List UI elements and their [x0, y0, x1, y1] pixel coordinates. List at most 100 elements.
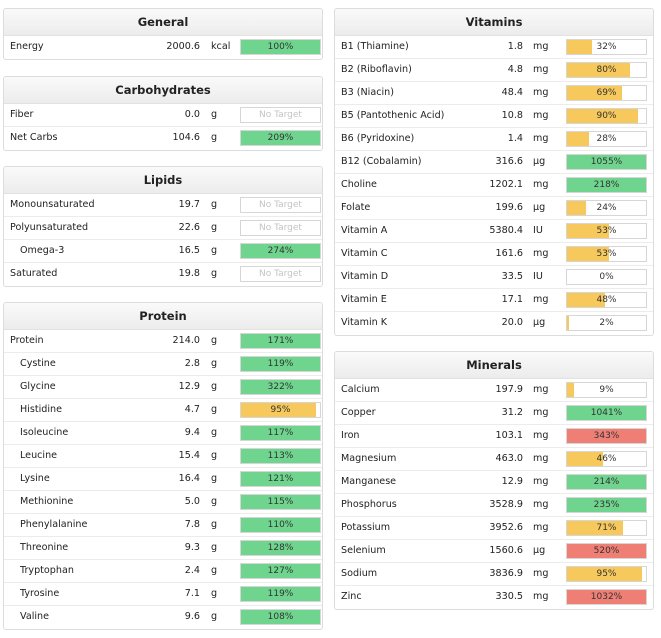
nutrient-row[interactable]: Fiber 0.0 g No Target: [4, 104, 322, 127]
nutrient-row[interactable]: Net Carbs 104.6 g 209%: [4, 127, 322, 150]
nutrient-row[interactable]: Sodium 3836.9 mg 95%: [335, 563, 653, 586]
nutrient-unit: µg: [533, 317, 546, 328]
nutrient-amount: 197.9: [495, 384, 523, 395]
nutrient-row[interactable]: Glycine 12.9 g 322%: [4, 376, 322, 399]
target-percent: 32%: [596, 42, 617, 52]
lipids-rows: Monounsaturated 19.7 g No Target Polyunsatur…: [4, 194, 322, 286]
target-progress-bar: 214%: [566, 474, 647, 490]
nutrient-name: B3 (Niacin): [341, 87, 394, 98]
nutrient-row[interactable]: Magnesium 463.0 mg 46%: [335, 448, 653, 471]
nutrient-name: Calcium: [341, 384, 380, 395]
nutrient-row[interactable]: Threonine 9.3 g 128%: [4, 537, 322, 560]
nutrient-name: Phosphorus: [341, 499, 397, 510]
nutrient-row[interactable]: Tyrosine 7.1 g 119%: [4, 583, 322, 606]
nutrient-row[interactable]: Vitamin C 161.6 mg 53%: [335, 243, 653, 266]
nutrient-row[interactable]: B5 (Pantothenic Acid) 10.8 mg 90%: [335, 105, 653, 128]
nutrient-amount: 33.5: [501, 271, 523, 282]
nutrient-row[interactable]: Vitamin K 20.0 µg 2%: [335, 312, 653, 335]
nutrient-name: Leucine: [20, 450, 58, 461]
vitamins-panel: Vitamins B1 (Thiamine) 1.8 mg 32% B2 (Ribofl…: [334, 8, 654, 336]
target-percent: 209%: [267, 133, 294, 143]
nutrient-row[interactable]: Zinc 330.5 mg 1032%: [335, 586, 653, 609]
minerals-panel: Minerals Calcium 197.9 mg 9% Copper 31.2 mg 104…: [334, 351, 654, 610]
nutrient-row[interactable]: Saturated 19.8 g No Target: [4, 263, 322, 286]
nutrient-amount: 2.4: [184, 565, 200, 576]
target-progress-fill: [567, 109, 639, 123]
target-progress-fill: [567, 201, 586, 215]
nutrient-row[interactable]: B6 (Pyridoxine) 1.4 mg 28%: [335, 128, 653, 151]
target-percent: 53%: [596, 249, 617, 259]
nutrient-row[interactable]: Manganese 12.9 mg 214%: [335, 471, 653, 494]
nutrient-amount: 17.1: [501, 294, 523, 305]
nutrient-row[interactable]: Selenium 1560.6 µg 520%: [335, 540, 653, 563]
nutrient-row[interactable]: Iron 103.1 mg 343%: [335, 425, 653, 448]
nutrient-amount: 19.7: [178, 199, 200, 210]
nutrient-row[interactable]: Methionine 5.0 g 115%: [4, 491, 322, 514]
nutrient-amount: 199.6: [495, 202, 523, 213]
nutrient-row[interactable]: Potassium 3952.6 mg 71%: [335, 517, 653, 540]
nutrient-unit: g: [211, 450, 218, 461]
nutrient-amount: 2000.6: [166, 41, 200, 52]
nutrient-row[interactable]: B2 (Riboflavin) 4.8 mg 80%: [335, 59, 653, 82]
nutrient-row[interactable]: Vitamin D 33.5 IU 0%: [335, 266, 653, 289]
nutrient-unit: IU: [533, 225, 543, 236]
nutrient-unit: g: [211, 588, 218, 599]
target-percent: 119%: [267, 359, 294, 369]
nutrient-row[interactable]: Leucine 15.4 g 113%: [4, 445, 322, 468]
target-percent: 121%: [267, 474, 294, 484]
nutrient-row[interactable]: Omega-3 16.5 g 274%: [4, 240, 322, 263]
nutrient-row[interactable]: Vitamin A 5380.4 IU 53%: [335, 220, 653, 243]
nutrient-row[interactable]: Vitamin E 17.1 mg 48%: [335, 289, 653, 312]
nutrient-name: Tyrosine: [20, 588, 60, 599]
nutrient-row[interactable]: B12 (Cobalamin) 316.6 µg 1055%: [335, 151, 653, 174]
nutrient-row[interactable]: Polyunsaturated 22.6 g No Target: [4, 217, 322, 240]
nutrient-unit: g: [211, 132, 218, 143]
target-progress-fill: [567, 132, 590, 146]
nutrient-row[interactable]: Lysine 16.4 g 121%: [4, 468, 322, 491]
nutrient-unit: g: [211, 222, 218, 233]
nutrient-row[interactable]: Calcium 197.9 mg 9%: [335, 379, 653, 402]
nutrient-row[interactable]: Protein 214.0 g 171%: [4, 330, 322, 353]
target-percent: 108%: [267, 612, 294, 622]
nutrient-row[interactable]: Monounsaturated 19.7 g No Target: [4, 194, 322, 217]
nutrient-name: Selenium: [341, 545, 386, 556]
nutrient-name: Magnesium: [341, 453, 397, 464]
nutrient-row[interactable]: Copper 31.2 mg 1041%: [335, 402, 653, 425]
nutrient-row[interactable]: Tryptophan 2.4 g 127%: [4, 560, 322, 583]
nutrient-name: Monounsaturated: [10, 199, 95, 210]
nutrient-name: Potassium: [341, 522, 391, 533]
nutrient-row[interactable]: B1 (Thiamine) 1.8 mg 32%: [335, 36, 653, 59]
target-progress-bar: 274%: [240, 243, 321, 259]
target-percent: 128%: [267, 543, 294, 553]
target-progress-bar: 53%: [566, 246, 647, 262]
nutrient-name: B2 (Riboflavin): [341, 64, 412, 75]
carbohydrates-panel: Carbohydrates Fiber 0.0 g No Target Net Carb…: [3, 76, 323, 151]
nutrient-name: Vitamin D: [341, 271, 389, 282]
nutrient-name: Sodium: [341, 568, 378, 579]
target-percent: 9%: [599, 385, 614, 395]
nutrient-amount: 316.6: [495, 156, 523, 167]
target-progress-fill: [241, 244, 320, 258]
nutrient-row[interactable]: Energy 2000.6 kcal 100%: [4, 36, 322, 59]
nutrient-amount: 31.2: [501, 407, 523, 418]
nutrient-unit: mg: [533, 568, 549, 579]
nutrient-row[interactable]: Cystine 2.8 g 119%: [4, 353, 322, 376]
nutrient-row[interactable]: Isoleucine 9.4 g 117%: [4, 422, 322, 445]
nutrient-amount: 4.7: [184, 404, 200, 415]
nutrient-row[interactable]: Histidine 4.7 g 95%: [4, 399, 322, 422]
nutrient-row[interactable]: Valine 9.6 g 108%: [4, 606, 322, 629]
nutrient-row[interactable]: Phenylalanine 7.8 g 110%: [4, 514, 322, 537]
nutrient-name: Manganese: [341, 476, 397, 487]
nutrient-row[interactable]: Choline 1202.1 mg 218%: [335, 174, 653, 197]
nutrient-amount: 3836.9: [489, 568, 523, 579]
target-progress-fill: [241, 587, 320, 601]
target-percent: 110%: [267, 520, 294, 530]
target-percent: 218%: [593, 180, 620, 190]
nutrient-amount: 16.5: [178, 245, 200, 256]
nutrient-row[interactable]: Phosphorus 3528.9 mg 235%: [335, 494, 653, 517]
nutrient-row[interactable]: Folate 199.6 µg 24%: [335, 197, 653, 220]
target-progress-bar: No Target: [240, 220, 321, 236]
target-percent: 1055%: [590, 157, 623, 167]
nutrient-row[interactable]: B3 (Niacin) 48.4 mg 69%: [335, 82, 653, 105]
nutrient-name: Vitamin K: [341, 317, 388, 328]
